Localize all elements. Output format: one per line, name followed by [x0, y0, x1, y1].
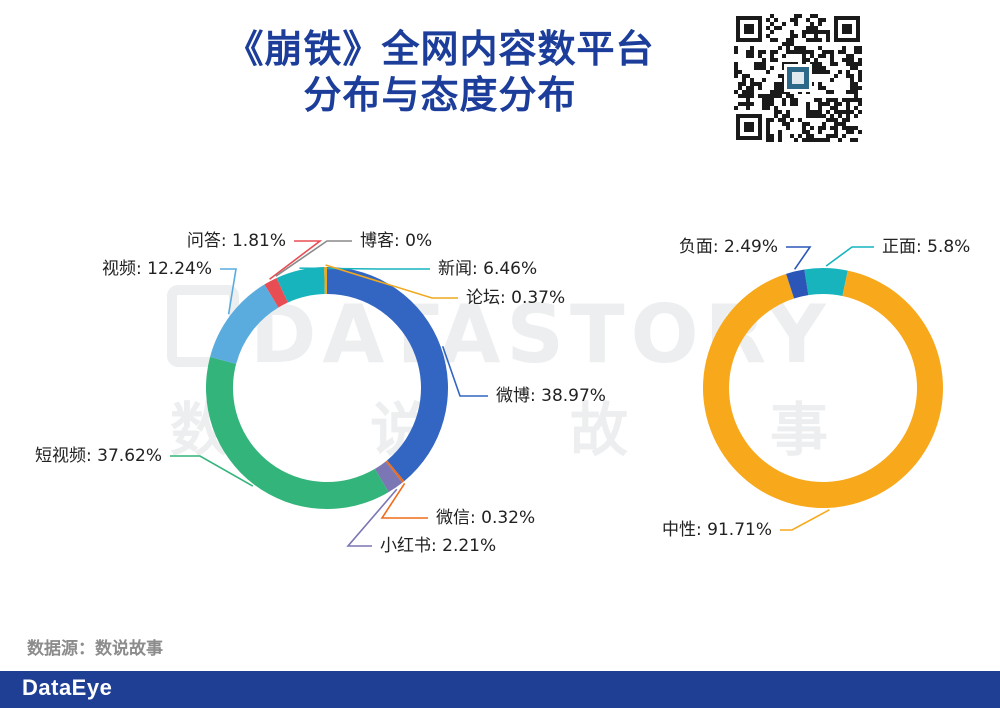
slice-微信: [385, 460, 405, 483]
slice-label: 新闻: 6.46%: [438, 259, 537, 279]
slice-label: 短视频: 37.62%: [35, 446, 162, 466]
slice-label: 视频: 12.24%: [102, 259, 212, 279]
slice-小红书: [374, 461, 403, 493]
leader-line: [325, 264, 458, 299]
leader-line: [346, 488, 398, 547]
slice-短视频: [206, 357, 389, 509]
slice-中性: [703, 270, 943, 509]
slice-label: 问答: 1.81%: [187, 231, 286, 251]
leader-line: [786, 246, 812, 270]
slice-负面: [786, 269, 809, 299]
slice-label: 论坛: 0.37%: [466, 288, 565, 308]
slice-label: 微信: 0.32%: [436, 508, 535, 528]
leader-line: [441, 345, 488, 397]
slice-label: 小红书: 2.21%: [380, 536, 496, 556]
footer-bar: DataEye: [0, 671, 1000, 708]
source-note: 数据源：数说故事: [27, 639, 163, 659]
slice-问答: [264, 277, 288, 308]
slice-label: 中性: 91.71%: [662, 520, 772, 540]
page-title: 《崩铁》全网内容数平台 分布与态度分布: [150, 26, 730, 118]
leader-line: [269, 240, 323, 280]
slice-label: 微博: 38.97%: [496, 386, 606, 406]
leader-line: [299, 267, 430, 270]
slice-论坛: [324, 267, 327, 295]
slice-视频: [210, 284, 279, 364]
slice-label: 负面: 2.49%: [679, 237, 778, 257]
leader-line: [780, 509, 830, 531]
title-line-2: 分布与态度分布: [303, 73, 577, 117]
leader-line: [380, 482, 428, 519]
slice-新闻: [276, 267, 325, 303]
leader-line: [170, 455, 254, 487]
slice-正面: [804, 268, 848, 297]
qr-code-icon: [734, 14, 862, 142]
leader-line: [275, 240, 352, 277]
slice-label: 正面: 5.8%: [882, 237, 970, 257]
slice-label: 博客: 0%: [360, 231, 432, 251]
leader-line: [825, 246, 874, 267]
slice-微博: [327, 267, 448, 482]
title-line-1: 《崩铁》全网内容数平台: [225, 27, 655, 71]
leader-line: [220, 268, 237, 315]
platform-donut-chart: 微博: 38.97% 微信: 0.32% 小红书: 2.21% 短视频: 37.62%…: [35, 231, 606, 556]
brand-logo: DataEye: [22, 675, 113, 700]
sentiment-donut-chart: 正面: 5.8% 中性: 91.71% 负面: 2.49%: [662, 237, 970, 540]
